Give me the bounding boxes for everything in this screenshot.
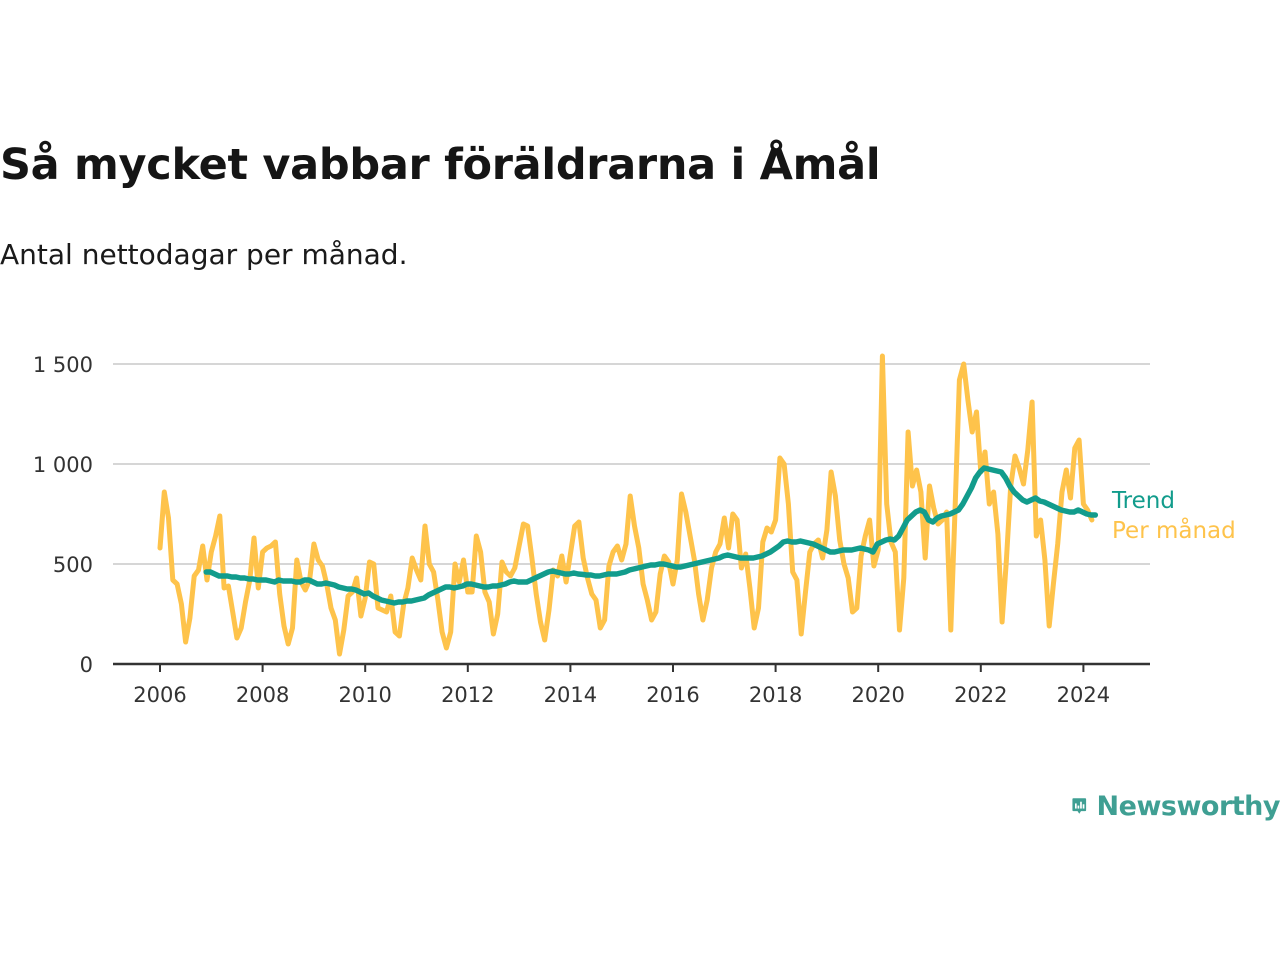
x-tick-label: 2020 <box>851 683 904 707</box>
series-line-trend <box>203 465 1099 606</box>
line-chart: 0 500 1 000 1 500 2006 2008 2010 2012 2014 2016 20… <box>33 353 1236 707</box>
grid-lines <box>113 363 1150 565</box>
x-tick-label: 2018 <box>749 683 802 707</box>
x-tick-label: 2024 <box>1057 683 1110 707</box>
series-lines <box>157 353 1099 657</box>
x-tick-label: 2014 <box>544 683 597 707</box>
axes: 0 500 1 000 1 500 2006 2008 2010 2012 2014 2016 20… <box>33 353 1150 707</box>
newsworthy-logo-icon <box>1072 798 1087 814</box>
x-tick-label: 2010 <box>338 683 391 707</box>
x-tick-label: 2022 <box>954 683 1007 707</box>
x-tick-label: 2012 <box>441 683 494 707</box>
chart-title: Så mycket vabbar föräldrarna i Åmål <box>0 140 881 190</box>
brand-name: Newsworthy <box>1096 790 1280 822</box>
x-tick-label: 2008 <box>236 683 289 707</box>
y-tick-label: 0 <box>80 653 93 677</box>
series-label-trend: Trend <box>1111 488 1175 514</box>
y-tick-label: 1 000 <box>33 453 93 477</box>
series-line-per-month <box>157 353 1095 657</box>
x-tick-label: 2006 <box>133 683 186 707</box>
chart-subtitle: Antal nettodagar per månad. <box>0 238 408 271</box>
y-tick-label: 1 500 <box>33 353 93 377</box>
x-tick-label: 2016 <box>646 683 699 707</box>
newsworthy-logo: Newsworthy <box>1072 784 1280 828</box>
y-tick-label: 500 <box>53 553 93 577</box>
series-label-per-month: Per månad <box>1112 516 1236 544</box>
